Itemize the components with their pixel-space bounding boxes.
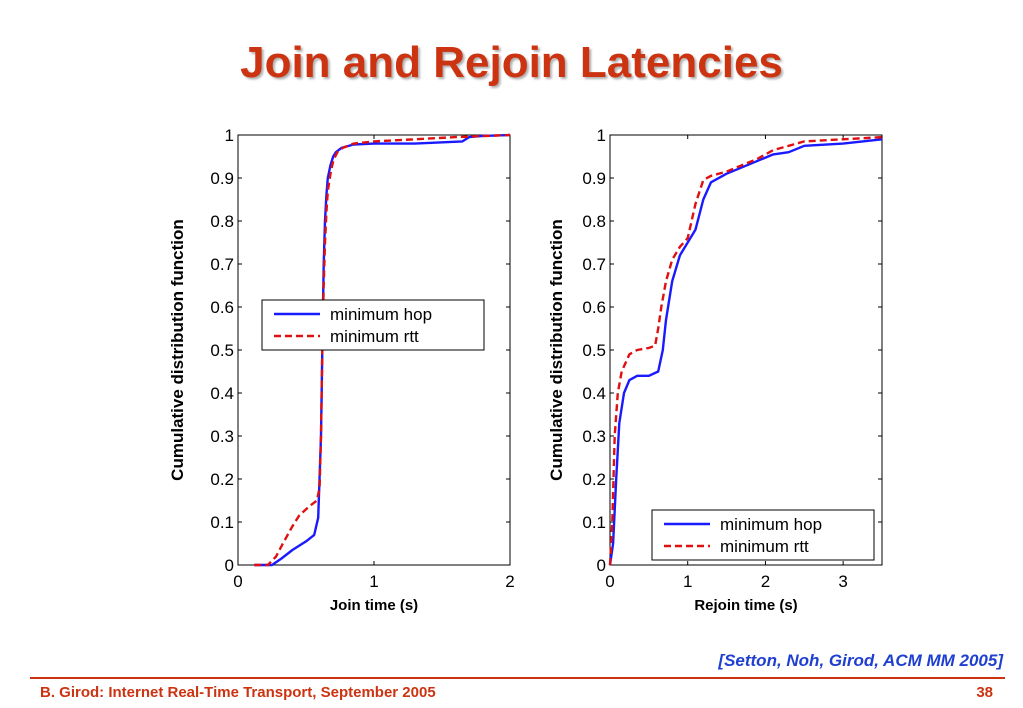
y-tick-label: 0.5 <box>210 341 234 360</box>
x-tick-label: 2 <box>761 572 770 591</box>
x-tick-label: 1 <box>369 572 378 591</box>
y-tick-label: 0.1 <box>582 513 606 532</box>
x-tick-label: 3 <box>838 572 847 591</box>
footer-text: B. Girod: Internet Real-Time Transport, … <box>40 684 436 701</box>
y-tick-label: 0.6 <box>210 298 234 317</box>
slide-title: Join and Rejoin Latencies <box>240 38 783 87</box>
x-axis-title: Rejoin time (s) <box>694 597 797 614</box>
y-tick-label: 0.2 <box>582 470 606 489</box>
series-line-minimum-hop <box>608 138 883 566</box>
legend-label: minimum hop <box>330 305 432 324</box>
y-tick-label: 0.4 <box>210 384 234 403</box>
y-axis-title: Cumulative distribution function <box>168 219 187 481</box>
y-tick-label: 0.2 <box>210 470 234 489</box>
x-tick-label: 1 <box>683 572 692 591</box>
x-tick-label: 0 <box>233 572 242 591</box>
y-tick-label: 1 <box>225 126 234 145</box>
y-tick-label: 0 <box>597 556 606 575</box>
footer-divider <box>30 677 1005 679</box>
y-axis-title: Cumulative distribution function <box>547 219 566 481</box>
legend-label: minimum rtt <box>720 537 809 556</box>
y-tick-label: 0.9 <box>582 169 606 188</box>
y-tick-label: 0.8 <box>582 212 606 231</box>
y-tick-label: 0.1 <box>210 513 234 532</box>
y-tick-label: 0 <box>225 556 234 575</box>
x-tick-label: 0 <box>605 572 614 591</box>
y-tick-label: 0.7 <box>582 255 606 274</box>
y-tick-label: 0.8 <box>210 212 234 231</box>
legend-label: minimum hop <box>720 515 822 534</box>
legend-box <box>261 299 485 351</box>
y-tick-label: 0.9 <box>210 169 234 188</box>
page-number: 38 <box>976 684 993 701</box>
y-tick-label: 0.3 <box>210 427 234 446</box>
y-tick-label: 0.5 <box>582 341 606 360</box>
x-axis-title: Join time (s) <box>330 597 418 614</box>
citation: [Setton, Noh, Girod, ACM MM 2005] <box>718 651 1003 670</box>
plot-frame <box>609 134 883 566</box>
legend-box <box>651 509 875 561</box>
legend-label: minimum rtt <box>330 327 419 346</box>
y-tick-label: 0.7 <box>210 255 234 274</box>
y-tick-label: 0.6 <box>582 298 606 317</box>
series-line-minimum-hop <box>254 133 511 567</box>
y-tick-label: 1 <box>597 126 606 145</box>
y-tick-label: 0.3 <box>582 427 606 446</box>
series-line-minimum-rtt <box>254 133 511 567</box>
series-line-minimum-rtt <box>608 135 883 566</box>
x-tick-label: 2 <box>505 572 514 591</box>
y-tick-label: 0.4 <box>582 384 606 403</box>
